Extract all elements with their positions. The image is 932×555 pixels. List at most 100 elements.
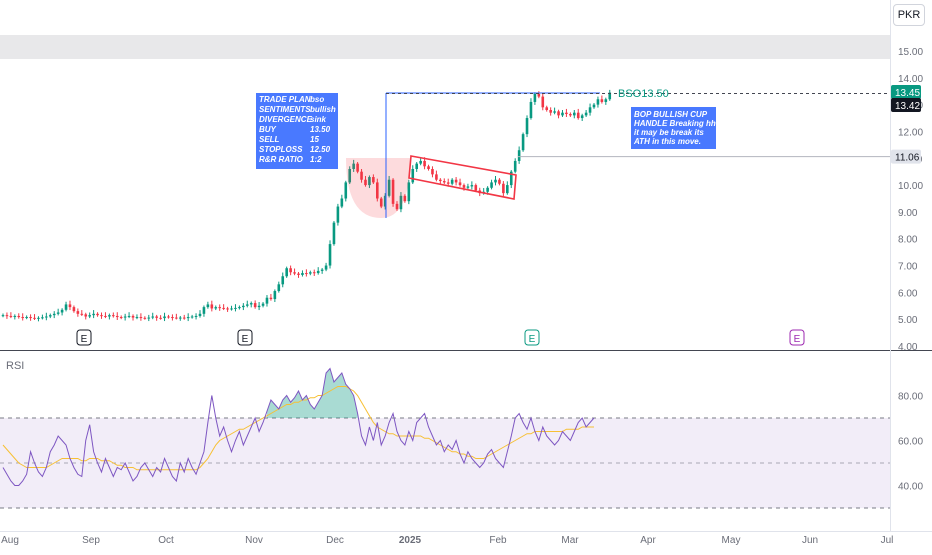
price-tick-label: 8.00 xyxy=(898,235,918,246)
candle-body xyxy=(60,309,64,313)
candle-body xyxy=(194,315,198,317)
candle-body xyxy=(431,169,434,175)
candle-body xyxy=(462,185,466,188)
candle-body xyxy=(127,315,131,317)
candle-body xyxy=(419,160,422,164)
candle-body xyxy=(344,182,348,199)
candle-body xyxy=(167,316,170,318)
candle-body xyxy=(5,315,9,317)
candle-body xyxy=(37,317,40,319)
time-tick-label: Dec xyxy=(326,535,344,546)
candle-body xyxy=(439,179,442,182)
price-tick-label: 10.00 xyxy=(898,181,923,192)
candle-body xyxy=(399,195,403,210)
candle-body xyxy=(230,308,233,310)
last-price-tag-bg xyxy=(891,85,921,99)
time-tick-label: Nov xyxy=(245,535,263,546)
candle-body xyxy=(206,304,210,308)
candle-body xyxy=(147,317,151,319)
candle-body xyxy=(131,315,135,318)
candle-body xyxy=(9,315,13,317)
target-label: BSO13.50 xyxy=(618,88,669,100)
earnings-marker xyxy=(789,329,805,346)
level-price-tag-bg xyxy=(891,149,921,164)
price-tick-label: 6.00 xyxy=(898,288,918,299)
earnings-marker-label: E xyxy=(242,334,249,345)
candle-body xyxy=(151,316,155,318)
candle-body xyxy=(309,272,312,274)
trade-plan-value: 1:2 xyxy=(310,155,322,164)
candle-body xyxy=(253,303,257,308)
trade-plan-key: SENTIMENTS xyxy=(259,105,311,114)
rsi-tick-label: 60.00 xyxy=(898,437,923,448)
candle-body xyxy=(537,93,541,97)
candle-body xyxy=(52,313,56,316)
cup-note-box xyxy=(631,107,716,149)
candle-body xyxy=(372,177,375,183)
candle-body xyxy=(123,316,127,318)
trade-plan-key: BUY xyxy=(259,125,277,134)
cup-note-line: it may be break its xyxy=(634,128,704,137)
candle-body xyxy=(442,181,446,183)
candle-body xyxy=(435,174,438,180)
trade-plan-value: bullish xyxy=(310,105,336,114)
time-tick-label: Aug xyxy=(1,535,19,546)
candle-body xyxy=(104,315,107,317)
candle-body xyxy=(352,163,355,169)
candle-body xyxy=(222,307,225,309)
candle-body xyxy=(17,315,21,318)
candle-body xyxy=(348,169,352,183)
candle-body xyxy=(139,317,143,319)
candle-body xyxy=(553,111,556,113)
trade-plan-value: 12.50 xyxy=(310,145,331,154)
candle-body xyxy=(88,315,91,317)
earnings-marker-label: E xyxy=(794,334,801,345)
candle-body xyxy=(360,171,363,180)
candle-body xyxy=(115,315,119,318)
candle-body xyxy=(506,185,509,194)
time-tick-label: Oct xyxy=(158,535,174,546)
candle-body xyxy=(143,317,147,319)
candle-body xyxy=(320,269,324,271)
candle-body xyxy=(293,272,296,274)
candle-body xyxy=(533,93,537,102)
candle-body xyxy=(336,206,340,223)
price-tick-label: 14.00 xyxy=(898,74,923,85)
price-tick-label: 5.00 xyxy=(898,315,918,326)
candle-body xyxy=(502,183,505,194)
candle-body xyxy=(490,182,493,188)
trade-plan-value: bso xyxy=(310,95,324,104)
earnings-marker xyxy=(524,329,540,346)
candle-body xyxy=(596,99,600,105)
candle-body xyxy=(368,177,371,186)
candle-body xyxy=(68,304,72,308)
candle-body xyxy=(72,307,76,312)
currency-button[interactable]: PKR xyxy=(893,4,925,26)
candle-body xyxy=(565,112,568,115)
candle-body xyxy=(454,179,458,183)
candle-body xyxy=(273,291,277,300)
candle-body xyxy=(486,187,489,192)
candle-body xyxy=(21,317,24,319)
candle-body xyxy=(135,317,139,319)
candle-body xyxy=(80,313,84,315)
candle-body xyxy=(249,303,253,305)
time-tick-label: Jul xyxy=(881,535,894,546)
candle-body xyxy=(202,307,206,314)
time-tick-label: Jun xyxy=(802,535,818,546)
candle-body xyxy=(403,195,407,202)
candle-body xyxy=(387,179,391,196)
candle-body xyxy=(289,268,292,273)
candle-body xyxy=(96,313,99,316)
time-tick-label: Feb xyxy=(489,535,507,546)
price-tick-label: 12.00 xyxy=(898,127,923,138)
candle-body xyxy=(411,169,415,183)
candle-body xyxy=(210,304,214,309)
trade-plan-value: sink xyxy=(310,115,327,124)
candle-body xyxy=(238,307,241,309)
candle-body xyxy=(458,182,462,186)
candle-body xyxy=(119,317,123,319)
